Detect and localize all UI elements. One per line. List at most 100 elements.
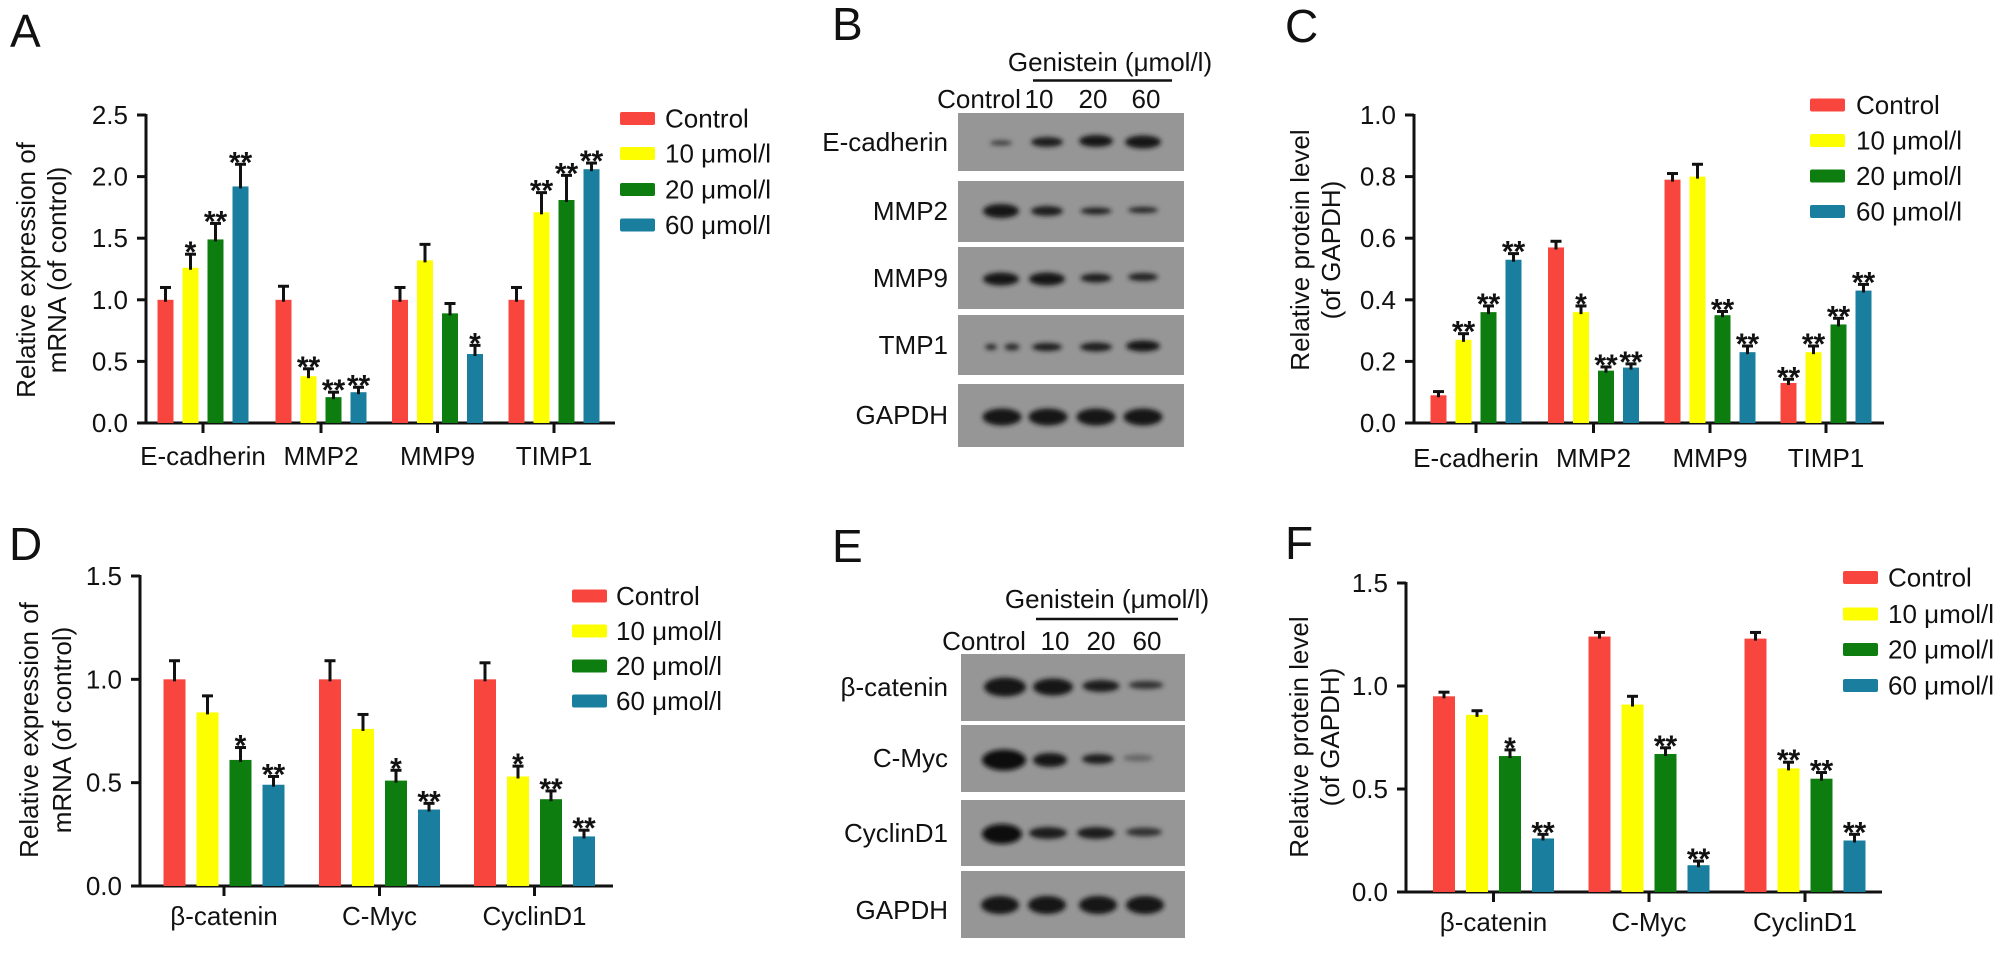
svg-text:**: ** <box>322 374 346 407</box>
svg-text:**: ** <box>555 157 579 190</box>
svg-text:20 μmol/l: 20 μmol/l <box>616 651 722 681</box>
svg-text:**: ** <box>1711 294 1735 327</box>
svg-text:D: D <box>9 518 42 570</box>
svg-text:E-cadherin: E-cadherin <box>822 127 948 157</box>
svg-text:**: ** <box>530 175 554 208</box>
svg-text:0.5: 0.5 <box>1352 774 1388 804</box>
svg-text:20 μmol/l: 20 μmol/l <box>1888 635 1994 665</box>
svg-text:(of GAPDH): (of GAPDH) <box>1315 668 1345 807</box>
svg-text:A: A <box>10 5 41 57</box>
svg-text:20 μmol/l: 20 μmol/l <box>665 175 771 205</box>
svg-text:TMP1: TMP1 <box>879 330 948 360</box>
svg-text:**: ** <box>539 773 563 806</box>
svg-text:*: * <box>512 748 524 781</box>
svg-text:0.0: 0.0 <box>86 871 122 901</box>
svg-text:*: * <box>390 752 402 785</box>
svg-text:GAPDH: GAPDH <box>856 400 948 430</box>
svg-text:TIMP1: TIMP1 <box>1788 443 1865 473</box>
svg-text:mRNA (of control): mRNA (of control) <box>47 627 77 834</box>
svg-text:**: ** <box>572 812 596 845</box>
svg-text:**: ** <box>1827 300 1851 333</box>
svg-text:C-Myc: C-Myc <box>342 901 417 931</box>
svg-text:**: ** <box>580 145 604 178</box>
svg-text:MMP2: MMP2 <box>283 441 358 471</box>
svg-text:Control: Control <box>942 626 1026 656</box>
svg-text:1.0: 1.0 <box>92 285 128 315</box>
svg-text:B: B <box>832 0 863 50</box>
svg-text:*: * <box>469 327 481 360</box>
svg-text:MMP9: MMP9 <box>873 263 948 293</box>
svg-text:**: ** <box>1777 361 1801 394</box>
svg-text:**: ** <box>1594 349 1618 382</box>
svg-text:β-catenin: β-catenin <box>841 672 948 702</box>
svg-text:2.0: 2.0 <box>92 162 128 192</box>
svg-text:F: F <box>1285 517 1313 569</box>
svg-text:60 μmol/l: 60 μmol/l <box>616 686 722 716</box>
svg-text:0.5: 0.5 <box>92 346 128 376</box>
svg-text:E-cadherin: E-cadherin <box>140 441 266 471</box>
svg-text:10 μmol/l: 10 μmol/l <box>616 616 722 646</box>
svg-text:Genistein (μmol/l): Genistein (μmol/l) <box>1005 584 1209 614</box>
svg-text:**: ** <box>1654 730 1678 763</box>
svg-text:Relative expression of: Relative expression of <box>14 601 44 858</box>
svg-text:**: ** <box>1843 816 1867 849</box>
svg-text:60: 60 <box>1132 84 1161 114</box>
svg-text:**: ** <box>297 351 321 384</box>
svg-text:Genistein (μmol/l): Genistein (μmol/l) <box>1008 47 1212 77</box>
svg-text:1.5: 1.5 <box>92 223 128 253</box>
svg-text:1.0: 1.0 <box>1352 671 1388 701</box>
svg-text:**: ** <box>204 205 228 238</box>
svg-text:**: ** <box>1619 346 1643 379</box>
svg-text:Control: Control <box>616 581 700 611</box>
svg-text:20: 20 <box>1079 84 1108 114</box>
svg-text:10 μmol/l: 10 μmol/l <box>1888 599 1994 629</box>
svg-text:*: * <box>185 236 197 269</box>
svg-text:C-Myc: C-Myc <box>1611 907 1686 937</box>
svg-text:20 μmol/l: 20 μmol/l <box>1856 161 1962 191</box>
svg-text:*: * <box>1504 732 1516 765</box>
svg-text:0.6: 0.6 <box>1360 223 1396 253</box>
svg-text:2.5: 2.5 <box>92 100 128 130</box>
svg-text:E-cadherin: E-cadherin <box>1413 443 1539 473</box>
svg-text:MMP2: MMP2 <box>873 196 948 226</box>
svg-text:1.5: 1.5 <box>86 561 122 591</box>
svg-text:0.2: 0.2 <box>1360 346 1396 376</box>
svg-text:Control: Control <box>1856 90 1940 120</box>
svg-text:MMP9: MMP9 <box>1672 443 1747 473</box>
svg-text:10 μmol/l: 10 μmol/l <box>1856 126 1962 156</box>
svg-text:**: ** <box>1452 316 1476 349</box>
svg-text:MMP2: MMP2 <box>1556 443 1631 473</box>
svg-text:1.5: 1.5 <box>1352 568 1388 598</box>
svg-text:*: * <box>1575 288 1587 321</box>
svg-text:0.0: 0.0 <box>1352 877 1388 907</box>
svg-text:60 μmol/l: 60 μmol/l <box>1888 671 1994 701</box>
svg-text:**: ** <box>1852 266 1876 299</box>
svg-text:E: E <box>832 520 863 572</box>
svg-text:10: 10 <box>1025 84 1054 114</box>
svg-text:0.8: 0.8 <box>1360 162 1396 192</box>
svg-text:**: ** <box>1477 288 1501 321</box>
svg-text:**: ** <box>1810 755 1834 788</box>
svg-text:**: ** <box>347 369 371 402</box>
svg-text:**: ** <box>262 758 286 791</box>
svg-text:60 μmol/l: 60 μmol/l <box>1856 197 1962 227</box>
svg-text:**: ** <box>1777 744 1801 777</box>
svg-text:Relative protein level: Relative protein level <box>1284 616 1314 857</box>
svg-text:β-catenin: β-catenin <box>1440 907 1547 937</box>
svg-text:**: ** <box>1802 328 1826 361</box>
svg-text:0.5: 0.5 <box>86 768 122 798</box>
svg-text:Control: Control <box>937 84 1021 114</box>
svg-text:CyclinD1: CyclinD1 <box>1753 907 1857 937</box>
svg-text:GAPDH: GAPDH <box>856 895 948 925</box>
svg-text:(of GAPDH): (of GAPDH) <box>1316 181 1346 320</box>
svg-text:**: ** <box>1687 843 1711 876</box>
svg-text:Relative protein level: Relative protein level <box>1285 129 1315 370</box>
svg-text:CyclinD1: CyclinD1 <box>482 901 586 931</box>
svg-text:Control: Control <box>665 104 749 134</box>
svg-text:60: 60 <box>1133 626 1162 656</box>
svg-text:1.0: 1.0 <box>1360 100 1396 130</box>
svg-text:20: 20 <box>1087 626 1116 656</box>
svg-text:mRNA (of control): mRNA (of control) <box>42 167 72 374</box>
svg-text:1.0: 1.0 <box>86 664 122 694</box>
svg-text:Relative expression of: Relative expression of <box>11 141 41 398</box>
